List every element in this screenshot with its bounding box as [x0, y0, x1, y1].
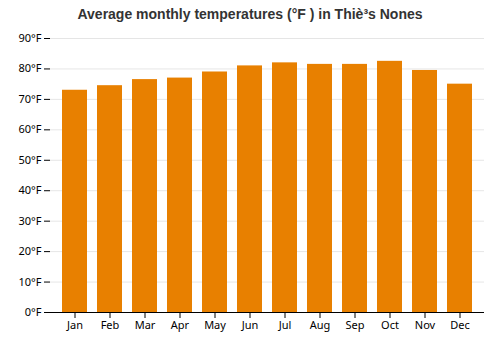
svg-text:Apr: Apr: [171, 317, 190, 332]
svg-text:20°F: 20°F: [18, 243, 41, 258]
svg-text:30°F: 30°F: [18, 213, 41, 228]
svg-text:70°F: 70°F: [18, 91, 41, 106]
svg-text:Sep: Sep: [345, 317, 364, 332]
svg-text:Jan: Jan: [66, 317, 83, 332]
svg-text:Nov: Nov: [415, 317, 436, 332]
svg-text:50°F: 50°F: [18, 152, 41, 167]
svg-text:Jun: Jun: [241, 317, 259, 332]
svg-text:Aug: Aug: [310, 317, 331, 332]
svg-text:40°F: 40°F: [18, 182, 41, 197]
svg-text:Jul: Jul: [278, 317, 292, 332]
svg-text:May: May: [204, 317, 226, 332]
svg-text:0°F: 0°F: [25, 304, 42, 319]
svg-text:80°F: 80°F: [18, 60, 41, 75]
svg-text:10°F: 10°F: [18, 274, 41, 289]
svg-text:Oct: Oct: [381, 317, 399, 332]
svg-text:90°F: 90°F: [18, 30, 41, 45]
html-text:Average monthly temperatures (: Average monthly temperatures (°F ) in Th…: [77, 6, 423, 22]
svg-text:60°F: 60°F: [18, 121, 41, 136]
svg-text:Feb: Feb: [101, 317, 120, 332]
svg-text:Mar: Mar: [135, 317, 156, 332]
svg-text:Dec: Dec: [450, 317, 470, 332]
